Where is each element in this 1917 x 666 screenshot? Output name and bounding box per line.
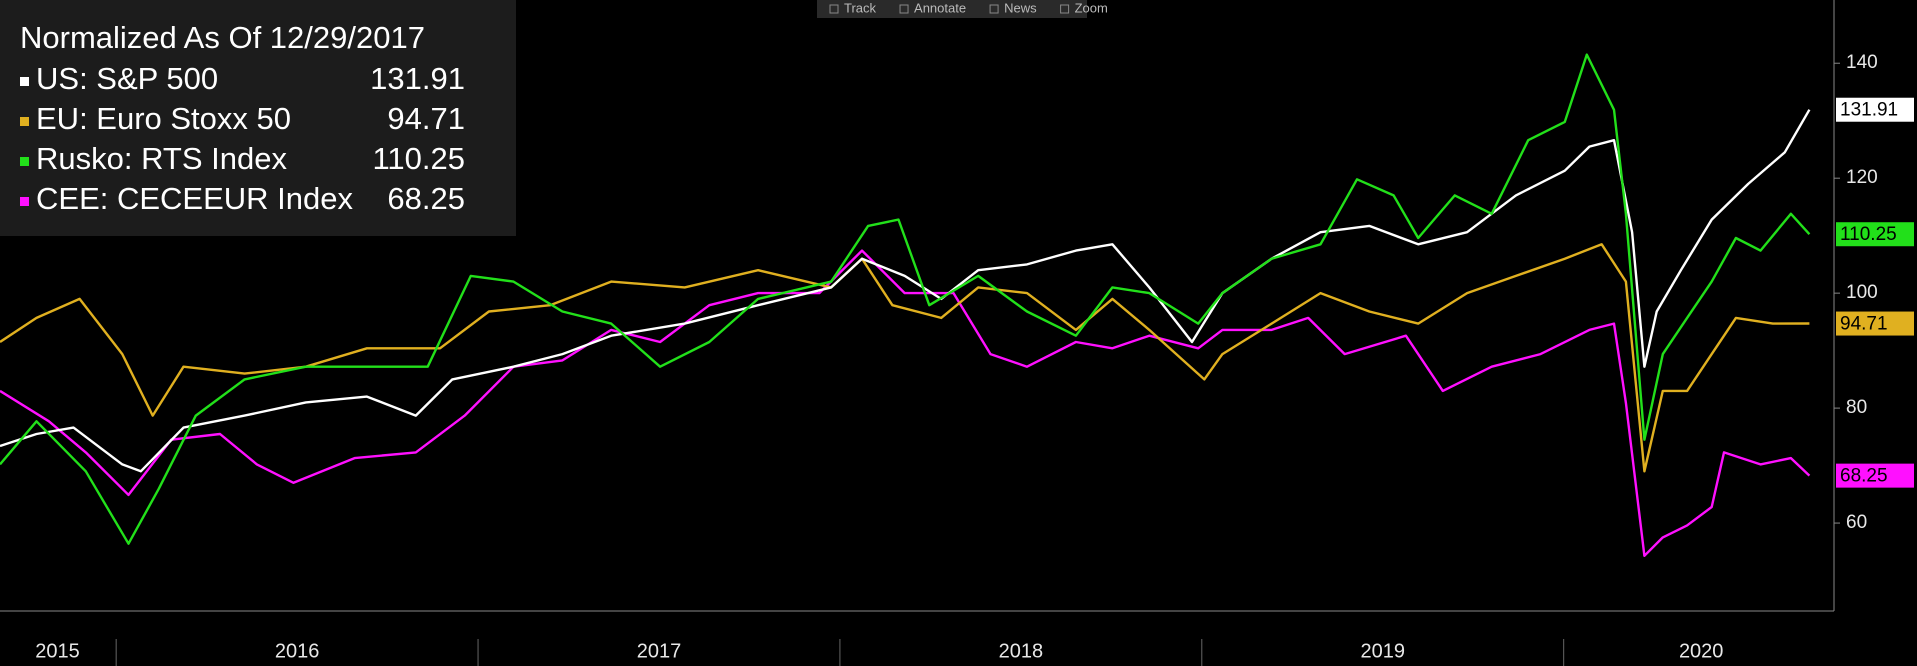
last-value-label: 94.71 <box>1840 314 1888 335</box>
toolbar-button[interactable]: News <box>1004 0 1037 15</box>
legend-name: EU: Euro Stoxx 50 <box>36 101 291 136</box>
legend-value: 68.25 <box>387 181 465 216</box>
legend-swatch <box>20 197 29 206</box>
legend-box <box>0 0 516 236</box>
toolbar-icon <box>829 4 839 14</box>
legend-value: 94.71 <box>387 101 465 136</box>
legend-swatch <box>20 117 29 126</box>
toolbar-button[interactable]: Track <box>844 0 877 15</box>
toolbar-icon <box>1060 4 1070 14</box>
series-line <box>0 243 1810 473</box>
last-value-label: 110.25 <box>1840 224 1897 245</box>
series-line <box>0 249 1811 557</box>
toolbar-bg <box>817 0 1087 18</box>
toolbar-button[interactable]: Zoom <box>1075 0 1108 15</box>
legend-value: 131.91 <box>370 61 465 96</box>
last-value-box <box>1836 311 1914 336</box>
legend-swatch <box>20 77 29 86</box>
legend-value: 110.25 <box>372 141 465 176</box>
last-value-box <box>1836 222 1914 247</box>
last-value-box <box>1836 463 1914 488</box>
legend-name: US: S&P 500 <box>36 61 218 96</box>
last-value-label: 68.25 <box>1840 466 1888 487</box>
series-line <box>0 109 1811 473</box>
last-value-box <box>1836 97 1914 122</box>
toolbar-icon <box>989 4 999 14</box>
x-tick-label: 2019 <box>1360 640 1405 662</box>
y-tick-label: 100 <box>1846 282 1878 303</box>
x-tick-label: 2015 <box>35 640 80 662</box>
x-tick-label: 2016 <box>275 640 320 662</box>
x-tick-label: 2017 <box>637 640 682 662</box>
x-tick-label: 2018 <box>999 640 1044 662</box>
last-value-label: 131.91 <box>1840 100 1898 121</box>
y-tick-label: 140 <box>1846 52 1878 73</box>
legend-name: Rusko: RTS Index <box>36 141 287 176</box>
chart-title: Normalized As Of 12/29/2017 <box>20 20 425 55</box>
toolbar-icon <box>899 4 909 14</box>
y-tick-label: 80 <box>1846 397 1867 418</box>
x-tick-label: 2020 <box>1679 640 1724 662</box>
toolbar-button[interactable]: Annotate <box>914 0 966 15</box>
y-tick-label: 60 <box>1846 512 1867 533</box>
y-tick-label: 120 <box>1846 167 1878 188</box>
series-line <box>0 53 1811 545</box>
legend-swatch <box>20 157 29 166</box>
legend-name: CEE: CECEEUR Index <box>36 181 353 216</box>
